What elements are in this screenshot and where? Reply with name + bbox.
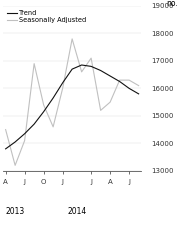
Trend (62, 82, 64, 84)
Seasonally Adjusted (119, 79, 121, 82)
Seasonally Adjusted (33, 62, 35, 65)
Trend (100, 69, 102, 72)
Seasonally Adjusted (43, 103, 45, 106)
Trend (5, 147, 7, 150)
Seasonally Adjusted (71, 37, 73, 40)
Legend: Trend, Seasonally Adjusted: Trend, Seasonally Adjusted (6, 9, 87, 24)
Seasonally Adjusted (62, 87, 64, 90)
Seasonally Adjusted (138, 84, 140, 87)
Trend (71, 68, 73, 70)
Seasonally Adjusted (109, 101, 111, 103)
Trend (14, 141, 16, 143)
Line: Seasonally Adjusted: Seasonally Adjusted (6, 39, 139, 165)
Text: 2014: 2014 (67, 207, 87, 216)
Seasonally Adjusted (24, 139, 26, 142)
Trend (24, 132, 26, 135)
Text: 2013: 2013 (6, 207, 25, 216)
Trend (33, 123, 35, 125)
Y-axis label: no.: no. (166, 0, 178, 8)
Trend (128, 87, 130, 90)
Line: Trend: Trend (6, 65, 139, 149)
Trend (43, 110, 45, 113)
Trend (119, 80, 121, 83)
Trend (90, 65, 92, 68)
Seasonally Adjusted (52, 125, 54, 128)
Trend (109, 75, 111, 77)
Seasonally Adjusted (128, 79, 130, 82)
Seasonally Adjusted (14, 164, 16, 167)
Seasonally Adjusted (81, 70, 83, 73)
Seasonally Adjusted (90, 57, 92, 60)
Trend (52, 97, 54, 99)
Seasonally Adjusted (5, 128, 7, 131)
Trend (81, 64, 83, 66)
Trend (138, 92, 140, 95)
Seasonally Adjusted (100, 109, 102, 112)
